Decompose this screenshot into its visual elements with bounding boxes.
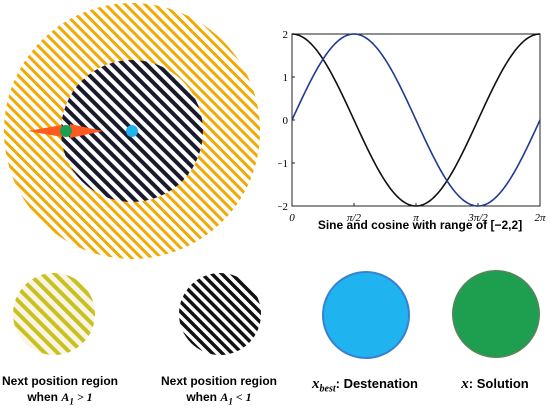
solution-point bbox=[60, 125, 72, 137]
sine-series-line bbox=[291, 33, 541, 207]
legend-caption-outer: Next position region when A1 > 1 bbox=[1, 374, 118, 407]
sine-cosine-chart: 2 1 0 −1 −2 0 π/2 π 3π/2 2π bbox=[278, 29, 546, 224]
x-tick-label: 3π/2 bbox=[467, 212, 488, 224]
yellow-stripe-circle bbox=[13, 273, 95, 355]
destination-point bbox=[126, 125, 138, 137]
x-tick-label: π/2 bbox=[347, 212, 362, 224]
search-region-diagram bbox=[4, 3, 260, 259]
x-tick-label: 0 bbox=[289, 212, 295, 224]
right-arrow bbox=[70, 124, 103, 138]
y-tick-label: −1 bbox=[278, 158, 288, 170]
y-tick-label: 0 bbox=[283, 115, 289, 127]
y-tick-label: 1 bbox=[283, 72, 289, 84]
legend-caption-solution: x: Solution bbox=[461, 376, 529, 392]
legend-caption-inner: Next position region when A1 < 1 bbox=[160, 374, 277, 407]
solution-circle bbox=[452, 270, 540, 358]
black-stripe-circle bbox=[179, 273, 261, 355]
y-tick-label: 2 bbox=[283, 29, 289, 41]
x-tick-label: 2π bbox=[534, 212, 546, 224]
legend-caption-destination: xbest: Destenation bbox=[312, 376, 418, 395]
destination-circle bbox=[322, 271, 410, 359]
y-tick-label: −2 bbox=[278, 201, 288, 213]
chart-title: Sine and cosine with range of [−2,2] bbox=[317, 218, 523, 232]
left-arrow bbox=[28, 125, 62, 137]
x-tick-label: π bbox=[413, 212, 419, 224]
